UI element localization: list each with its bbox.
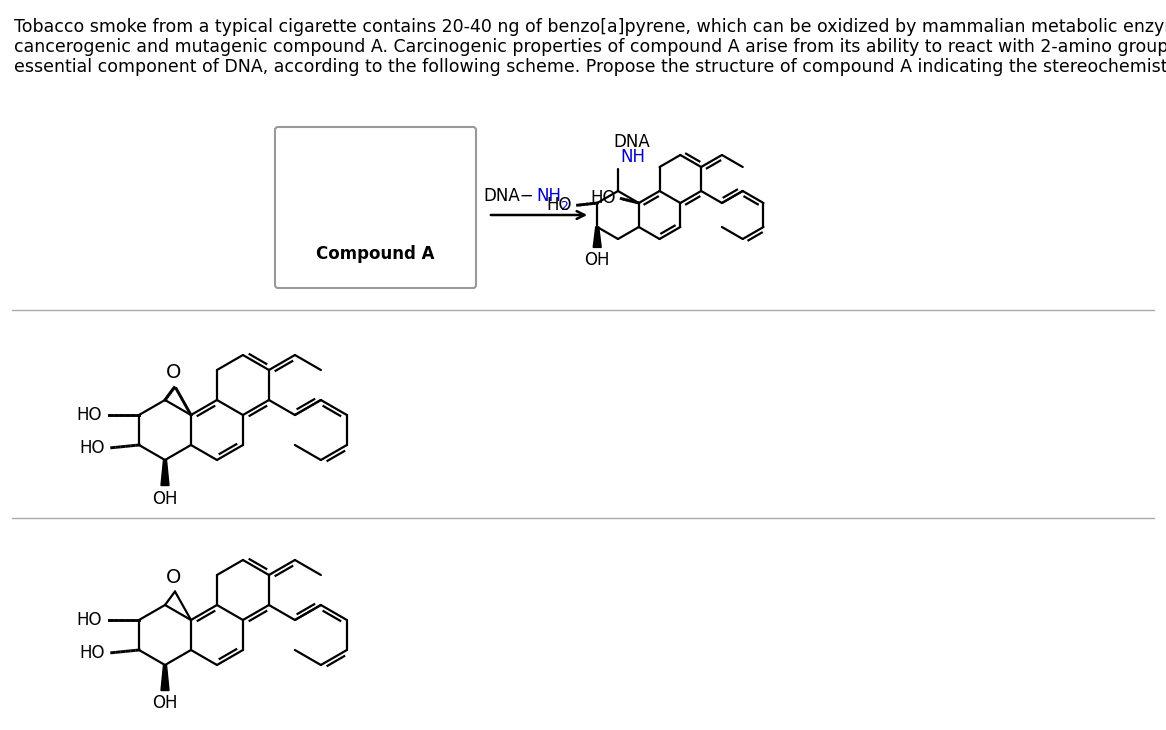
Text: HO: HO (590, 189, 616, 207)
Text: DNA: DNA (613, 134, 649, 151)
FancyBboxPatch shape (275, 127, 476, 288)
Text: HO: HO (77, 406, 101, 424)
Text: OH: OH (153, 490, 177, 507)
Text: O: O (166, 568, 181, 587)
Text: Compound A: Compound A (316, 245, 435, 263)
Text: OH: OH (584, 251, 610, 269)
Text: OH: OH (153, 694, 177, 712)
Text: HO: HO (77, 611, 101, 629)
Text: HO: HO (79, 644, 105, 662)
Text: HO: HO (546, 196, 571, 215)
Text: 2: 2 (560, 200, 568, 213)
Text: NH: NH (536, 187, 561, 205)
Text: NH: NH (620, 148, 645, 166)
Text: HO: HO (79, 439, 105, 457)
Polygon shape (593, 227, 602, 247)
Polygon shape (161, 460, 169, 485)
Text: DNA−: DNA− (484, 187, 534, 205)
Text: O: O (166, 363, 181, 382)
Polygon shape (161, 665, 169, 691)
Text: essential component of DNA, according to the following scheme. Propose the struc: essential component of DNA, according to… (14, 58, 1166, 76)
Text: Tobacco smoke from a typical cigarette contains 20-40 ng of benzo[a]pyrene, whic: Tobacco smoke from a typical cigarette c… (14, 18, 1166, 36)
Text: cancerogenic and mutagenic compound A. Carcinogenic properties of compound A ari: cancerogenic and mutagenic compound A. C… (14, 38, 1166, 56)
